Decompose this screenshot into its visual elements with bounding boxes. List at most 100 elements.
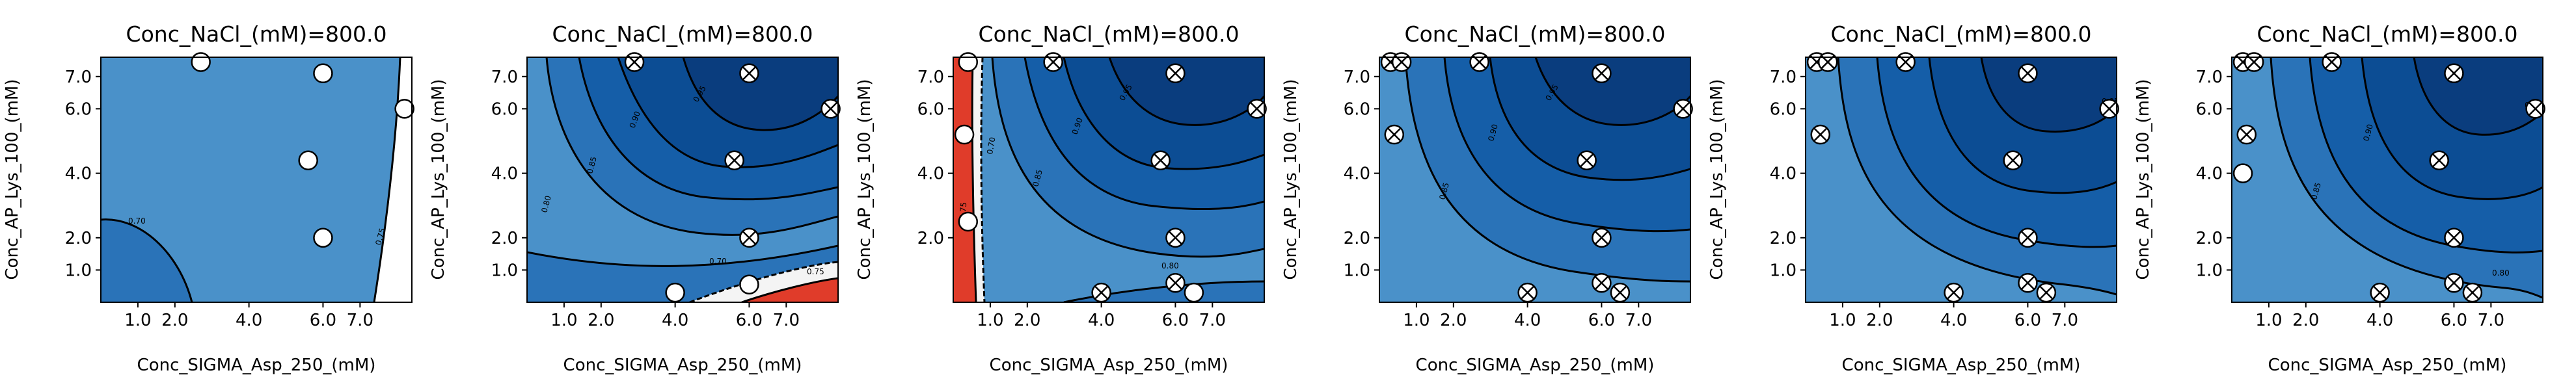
plot-frame (953, 57, 1265, 303)
y-axis-label: Conc_AP_Lys_100_(mM) (2134, 79, 2153, 280)
crossed-point-marker (1817, 52, 1838, 72)
crossed-point-marker (724, 150, 744, 170)
contour-label: 0.85 (1031, 168, 1044, 187)
plot-frame (2231, 57, 2543, 303)
x-tick-label: 2.0 (161, 311, 188, 330)
y-tick-label: 6.0 (1344, 99, 1370, 119)
contour-line (1063, 57, 1264, 170)
contour-line (2361, 57, 2543, 200)
contour-label: 0.90 (2361, 123, 2374, 142)
crossed-point-marker (1469, 52, 1489, 72)
point-marker (313, 63, 333, 84)
x-tick-label: 4.0 (662, 311, 688, 330)
x-tick-label: 6.0 (310, 311, 336, 330)
contour-line (617, 57, 838, 168)
contour-line (545, 57, 838, 236)
y-tick-label: 1.0 (2196, 261, 2223, 280)
crossed-point-marker (2322, 52, 2342, 72)
contour-fill (101, 219, 192, 302)
point-marker (739, 274, 759, 294)
y-tick-label: 6.0 (491, 99, 518, 119)
contour-fill (972, 57, 984, 302)
plot-frame (100, 57, 413, 303)
x-tick-label: 6.0 (2014, 311, 2041, 330)
plot-frame (1379, 57, 1691, 303)
y-tick-label: 1.0 (1344, 261, 1370, 280)
crossed-point-marker (2036, 282, 2057, 303)
crossed-point-marker (1810, 124, 1831, 145)
subplot-4: Conc_NaCl_(mM)=800.0 0.85 0.90 0.95 1.0 2… (1281, 21, 1693, 375)
x-tick-label: 2.0 (1440, 311, 1467, 330)
x-tick-label: 6.0 (1162, 311, 1189, 330)
crossed-point-marker (820, 99, 841, 119)
subplot-title: Conc_NaCl_(mM)=800.0 (1405, 21, 1666, 47)
y-tick-label: 6.0 (1770, 99, 1796, 119)
y-axis-label: Conc_AP_Lys_100_(mM) (3, 79, 22, 280)
crossed-point-marker (2444, 63, 2464, 84)
y-axis-label: Conc_AP_Lys_100_(mM) (1281, 79, 1301, 280)
y-tick-label: 7.0 (917, 68, 944, 87)
crossed-point-marker (1165, 272, 1186, 293)
crossed-point-marker (1165, 63, 1186, 84)
crossed-point-marker (739, 63, 759, 84)
y-ticks: 1.0 2.0 4.0 6.0 7.0 (65, 68, 101, 280)
y-tick-label: 7.0 (65, 68, 92, 87)
contour-line (980, 57, 986, 302)
x-ticks: 1.0 2.0 4.0 6.0 7.0 (977, 302, 1226, 330)
subplot-title: Conc_NaCl_(mM)=800.0 (2257, 21, 2518, 47)
subplot-title: Conc_NaCl_(mM)=800.0 (126, 21, 387, 47)
x-tick-label: 7.0 (347, 311, 373, 330)
contour-line (1404, 57, 1690, 283)
x-tick-label: 7.0 (2478, 311, 2504, 330)
y-tick-label: 2.0 (917, 229, 944, 248)
x-tick-label: 2.0 (1866, 311, 1893, 330)
x-axis-label: Conc_SIGMA_Asp_250_(mM) (137, 356, 376, 375)
subplot-title: Conc_NaCl_(mM)=800.0 (552, 21, 813, 47)
y-tick-label: 6.0 (917, 99, 944, 119)
y-ticks: 2.0 4.0 6.0 7.0 (917, 68, 953, 248)
crossed-point-marker (2444, 228, 2464, 248)
x-ticks: 1.0 2.0 4.0 6.0 7.0 (124, 302, 373, 330)
point-marker (1184, 282, 1204, 303)
y-tick-label: 7.0 (1770, 68, 1796, 87)
contour-label: 0.70 (709, 257, 727, 266)
x-tick-label: 6.0 (1588, 311, 1615, 330)
contour-label: 0.85 (1437, 181, 1450, 200)
y-ticks: 1.0 2.0 4.0 6.0 7.0 (2196, 68, 2232, 280)
contour-label: 0.70 (985, 136, 997, 155)
crossed-point-marker (2525, 99, 2545, 119)
contour-line (101, 218, 193, 302)
x-tick-label: 7.0 (1625, 311, 1652, 330)
y-ticks: 1.0 2.0 4.0 6.0 7.0 (1344, 68, 1379, 280)
crossed-point-marker (1592, 228, 1612, 248)
contour-label: 0.70 (128, 216, 146, 226)
subplot-3: Conc_NaCl_(mM)=800.0 0.70 0.75 0.80 0.85… (855, 21, 1267, 375)
y-axis-label: Conc_AP_Lys_100_(mM) (855, 79, 874, 280)
y-tick-label: 1.0 (65, 261, 92, 280)
crossed-point-marker (2370, 282, 2390, 303)
contour-label: 0.80 (539, 194, 552, 213)
crossed-point-marker (2236, 124, 2257, 145)
x-tick-label: 1.0 (2255, 311, 2282, 330)
contour-line (1876, 57, 2117, 248)
x-tick-label: 4.0 (236, 311, 262, 330)
contour-line (1489, 57, 1690, 181)
x-tick-label: 1.0 (977, 311, 1003, 330)
subplot-2: Conc_NaCl_(mM)=800.0 0.70 0.75 0.80 0.85… (429, 21, 841, 375)
y-tick-label: 1.0 (491, 261, 518, 280)
x-ticks: 1.0 2.0 4.0 6.0 7.0 (550, 302, 800, 330)
x-tick-label: 1.0 (1403, 311, 1430, 330)
subplot-5: Conc_NaCl_(mM)=800.0 0.95 1.0 2.0 4.0 6.0 7.… (1707, 21, 2119, 375)
point-marker (313, 228, 333, 248)
contour-line (2270, 57, 2543, 299)
plot-area: 0.80 0.85 0.90 0.95 (2232, 57, 2543, 302)
contour-label: 0.80 (1161, 261, 1179, 270)
x-axis-label: Conc_SIGMA_Asp_250_(mM) (1842, 356, 2081, 375)
y-tick-label: 2.0 (1344, 229, 1370, 248)
contour-line (971, 57, 977, 302)
y-axis-label: Conc_AP_Lys_100_(mM) (429, 79, 448, 280)
contour-fill (1109, 57, 1264, 125)
y-tick-label: 7.0 (1344, 68, 1370, 87)
plot-frame (526, 57, 839, 303)
